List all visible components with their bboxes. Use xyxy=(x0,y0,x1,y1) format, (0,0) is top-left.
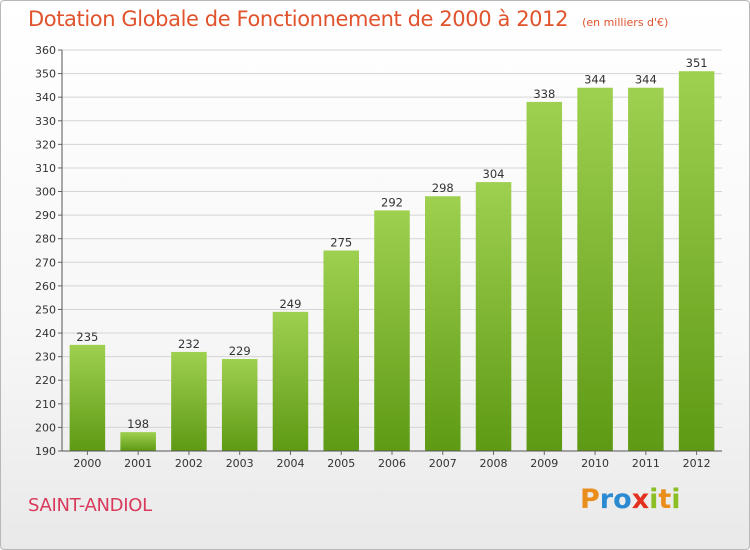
y-tick-label: 360 xyxy=(35,44,56,57)
bar xyxy=(323,250,359,451)
bar-value-label: 351 xyxy=(686,56,708,70)
bar xyxy=(678,71,715,452)
y-tick-label: 230 xyxy=(35,351,56,364)
bar xyxy=(577,87,613,451)
logo-letter: i xyxy=(649,484,659,515)
bar xyxy=(425,196,461,451)
commune-name: SAINT-ANDIOL xyxy=(28,495,152,516)
y-tick-label: 350 xyxy=(35,68,56,81)
x-tick-label: 2008 xyxy=(480,457,508,470)
bar-value-label: 292 xyxy=(381,195,403,209)
y-tick-label: 270 xyxy=(35,256,56,269)
y-tick-label: 330 xyxy=(35,115,56,128)
y-tick-label: 190 xyxy=(35,445,56,458)
bar-value-label: 275 xyxy=(330,236,352,250)
bar xyxy=(475,182,512,451)
y-tick-label: 240 xyxy=(35,327,56,340)
logo-letter: P xyxy=(580,484,600,515)
bar xyxy=(272,311,309,451)
y-tick-label: 290 xyxy=(35,209,56,222)
chart-title-text: Dotation Globale de Fonctionnement de 20… xyxy=(28,7,569,31)
logo-letter: x xyxy=(631,484,650,515)
y-tick-label: 250 xyxy=(35,303,56,316)
bar xyxy=(221,359,258,451)
logo-letter: r xyxy=(599,484,614,515)
bar xyxy=(628,87,664,451)
bar-value-label: 344 xyxy=(635,73,657,87)
bar xyxy=(526,101,563,452)
chart-unit: (en milliers d'€) xyxy=(582,16,669,29)
logo-letter: t xyxy=(658,484,672,515)
y-tick-label: 310 xyxy=(35,162,56,175)
x-tick-label: 2006 xyxy=(378,457,406,470)
y-tick-label: 320 xyxy=(35,138,56,151)
x-tick-label: 2003 xyxy=(226,457,254,470)
bar-value-label: 344 xyxy=(584,73,606,87)
bar-value-label: 338 xyxy=(533,87,555,101)
bar xyxy=(120,432,156,451)
y-tick-label: 210 xyxy=(35,398,56,411)
x-tick-label: 2009 xyxy=(530,457,558,470)
x-tick-label: 2007 xyxy=(429,457,457,470)
x-tick-label: 2011 xyxy=(632,457,660,470)
bar-value-label: 198 xyxy=(127,417,149,431)
y-tick-label: 220 xyxy=(35,374,56,387)
proxiti-logo[interactable]: Proxiti xyxy=(580,484,681,515)
bar xyxy=(69,344,106,451)
bar-value-label: 229 xyxy=(229,344,251,358)
bar xyxy=(374,210,410,451)
x-tick-label: 2004 xyxy=(276,457,304,470)
bar-value-label: 232 xyxy=(178,337,200,351)
bar-value-label: 235 xyxy=(76,330,98,344)
y-tick-label: 340 xyxy=(35,91,56,104)
x-tick-label: 2000 xyxy=(73,457,101,470)
x-tick-label: 2010 xyxy=(581,457,609,470)
x-tick-label: 2005 xyxy=(327,457,355,470)
x-tick-label: 2002 xyxy=(175,457,203,470)
bar-value-label: 249 xyxy=(279,297,301,311)
x-tick-label: 2012 xyxy=(683,457,711,470)
chart-title: Dotation Globale de Fonctionnement de 20… xyxy=(28,7,668,31)
bar xyxy=(171,351,207,451)
y-tick-label: 280 xyxy=(35,233,56,246)
y-tick-label: 300 xyxy=(35,186,56,199)
logo-letter: o xyxy=(613,484,632,515)
bar-value-label: 298 xyxy=(432,181,454,195)
y-tick-label: 200 xyxy=(35,421,56,434)
logo-letter: i xyxy=(671,484,681,515)
x-tick-label: 2001 xyxy=(124,457,152,470)
bar-value-label: 304 xyxy=(483,167,505,181)
y-tick-label: 260 xyxy=(35,280,56,293)
